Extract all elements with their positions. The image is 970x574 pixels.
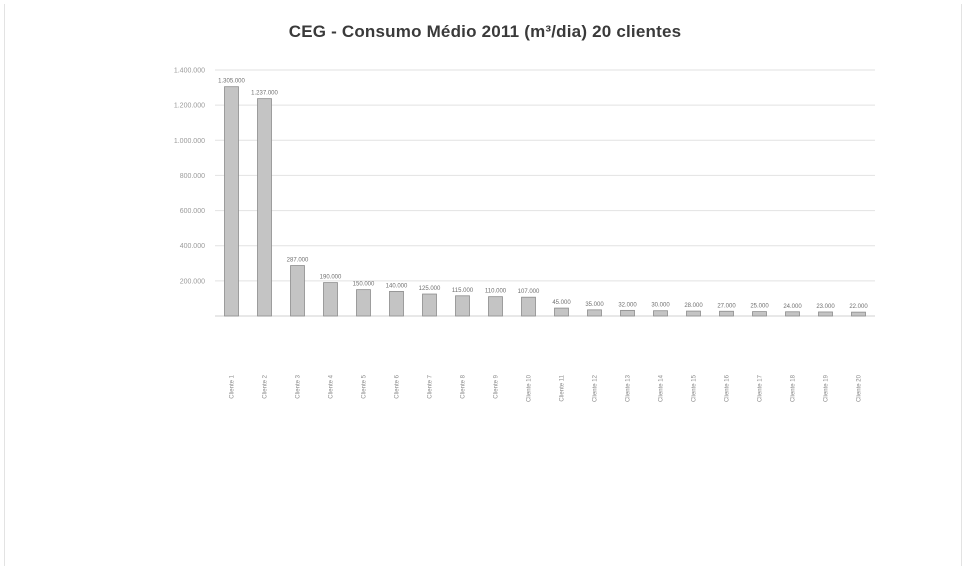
category-label: Cliente 7 bbox=[428, 374, 434, 398]
gridlines bbox=[215, 69, 875, 317]
data-label: 23.000 bbox=[816, 304, 835, 310]
bar bbox=[719, 310, 734, 317]
category-label: Cliente 1 bbox=[230, 374, 236, 398]
bar bbox=[257, 98, 272, 317]
category-label: Cliente 4 bbox=[329, 374, 335, 398]
data-label: 30.000 bbox=[651, 303, 670, 309]
bar bbox=[686, 310, 701, 317]
category-label: Cliente 9 bbox=[494, 374, 500, 398]
data-label: 125.000 bbox=[419, 286, 441, 292]
data-label: 110.000 bbox=[485, 289, 507, 295]
data-label: 107.000 bbox=[518, 289, 540, 295]
category-label: Cliente 14 bbox=[659, 374, 665, 402]
category-labels: Cliente 1 Cliente 2 Cliente 3 Cliente 4 Clie… bbox=[230, 374, 863, 402]
bar bbox=[224, 86, 239, 317]
bars bbox=[224, 86, 866, 317]
y-tick-label: 1.400.000 bbox=[174, 68, 205, 75]
category-label: Cliente 8 bbox=[461, 374, 467, 398]
chart-title: CEG - Consumo Médio 2011 (m³/dia) 20 cli… bbox=[288, 22, 682, 41]
bar bbox=[785, 311, 800, 317]
category-label: Cliente 2 bbox=[263, 374, 269, 398]
data-label: 1.237.000 bbox=[251, 91, 278, 97]
data-label: 1.305.000 bbox=[218, 79, 245, 85]
category-label: Cliente 13 bbox=[626, 374, 632, 402]
category-label: Cliente 11 bbox=[560, 374, 566, 401]
data-labels: 1.305.000 1.237.000 287.000 190.000 150.000 1… bbox=[218, 79, 868, 310]
bar bbox=[620, 309, 635, 317]
data-label: 190.000 bbox=[320, 275, 342, 281]
y-axis-ticks: 1.400.000 1.200.000 1.000.000 800.000 600.00… bbox=[174, 68, 205, 286]
y-tick-label: 400.000 bbox=[180, 243, 205, 250]
data-label: 287.000 bbox=[287, 258, 309, 264]
data-label: 25.000 bbox=[750, 304, 769, 310]
y-tick-label: 600.000 bbox=[180, 208, 205, 215]
bar bbox=[488, 296, 503, 317]
bar bbox=[356, 289, 371, 317]
bar bbox=[587, 309, 602, 317]
bar bbox=[554, 307, 569, 317]
y-tick-label: 1.200.000 bbox=[174, 103, 205, 110]
data-label: 28.000 bbox=[684, 303, 703, 309]
category-label: Cliente 19 bbox=[824, 374, 830, 402]
data-label: 22.000 bbox=[849, 304, 868, 310]
category-label: Cliente 12 bbox=[593, 374, 599, 402]
bar bbox=[521, 296, 536, 317]
data-label: 27.000 bbox=[717, 303, 736, 309]
data-label: 115.000 bbox=[452, 288, 474, 294]
bar bbox=[653, 310, 668, 317]
y-tick-label: 200.000 bbox=[180, 278, 205, 285]
category-label: Cliente 20 bbox=[857, 374, 863, 402]
category-label: Cliente 15 bbox=[692, 374, 698, 402]
bar bbox=[752, 311, 767, 317]
bar bbox=[818, 311, 833, 317]
data-label: 24.000 bbox=[783, 304, 802, 310]
bar bbox=[323, 282, 338, 317]
category-label: Cliente 18 bbox=[791, 374, 797, 402]
bar bbox=[290, 265, 305, 317]
category-label: Cliente 3 bbox=[296, 374, 302, 398]
category-label: Cliente 5 bbox=[362, 374, 368, 398]
bar bbox=[389, 290, 404, 317]
data-label: 45.000 bbox=[552, 300, 571, 306]
data-label: 35.000 bbox=[585, 302, 604, 308]
category-label: Cliente 17 bbox=[758, 374, 764, 402]
bar bbox=[422, 293, 437, 317]
bar bbox=[455, 295, 470, 317]
data-label: 150.000 bbox=[353, 282, 375, 288]
bar bbox=[851, 311, 866, 317]
data-label: 32.000 bbox=[618, 302, 637, 308]
y-tick-label: 800.000 bbox=[180, 173, 205, 180]
chart-frame bbox=[4, 4, 962, 566]
category-label: Cliente 6 bbox=[395, 374, 401, 398]
category-label: Cliente 10 bbox=[527, 374, 533, 402]
data-label: 140.000 bbox=[386, 283, 408, 289]
y-tick-label: 1.000.000 bbox=[174, 138, 205, 145]
category-label: Cliente 16 bbox=[725, 374, 731, 402]
